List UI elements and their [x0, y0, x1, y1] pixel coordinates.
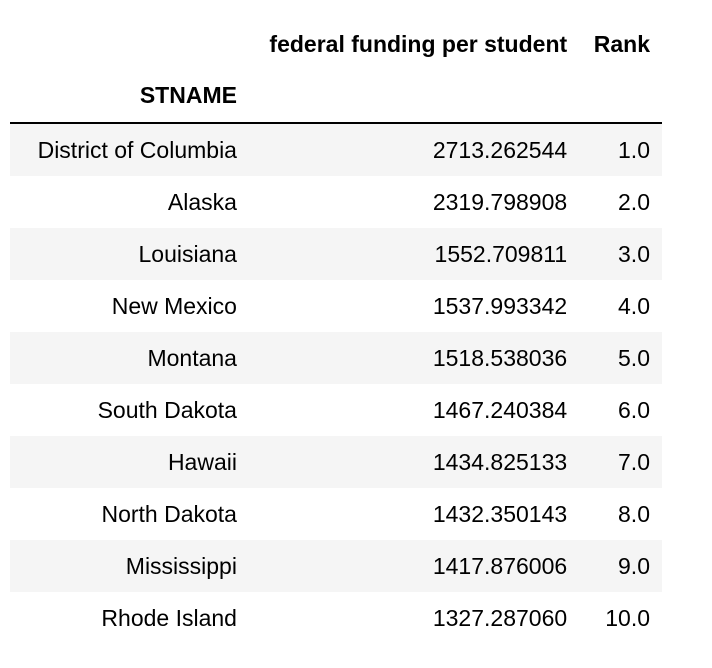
state-name-cell: Mississippi	[125, 552, 237, 579]
state-name-cell: Louisiana	[138, 240, 237, 267]
table-body: District of Columbia 2713.262544 1.0 Ala…	[10, 123, 662, 644]
rank-cell: 2.0	[618, 188, 650, 215]
funding-cell: 1518.538036	[432, 344, 568, 371]
blank-header-cell	[579, 68, 662, 123]
rank-cell: 9.0	[618, 552, 650, 579]
state-name-cell: South Dakota	[97, 396, 237, 423]
table-row: New Mexico 1537.993342 4.0	[10, 280, 662, 332]
state-name-cell: District of Columbia	[37, 136, 237, 163]
rank-column-header: Rank	[593, 30, 650, 57]
funding-cell: 1552.709811	[434, 240, 568, 267]
rank-cell: 1.0	[618, 136, 650, 163]
state-name-cell: North Dakota	[101, 500, 237, 527]
rank-cell: 10.0	[605, 604, 650, 631]
blank-header-cell	[10, 20, 249, 68]
index-name-header: STNAME	[139, 81, 237, 108]
funding-cell: 1417.876006	[432, 552, 568, 579]
funding-cell: 1434.825133	[432, 448, 568, 475]
funding-column-header: federal funding per student	[269, 30, 568, 57]
funding-cell: 1432.350143	[432, 500, 568, 527]
funding-cell: 1467.240384	[432, 396, 568, 423]
table-row: South Dakota 1467.240384 6.0	[10, 384, 662, 436]
table-row: Montana 1518.538036 5.0	[10, 332, 662, 384]
rank-cell: 3.0	[618, 240, 650, 267]
funding-cell: 2713.262544	[432, 136, 568, 163]
state-name-cell: Montana	[147, 344, 237, 371]
funding-cell: 2319.798908	[432, 188, 568, 215]
index-header-row: STNAME	[10, 68, 662, 123]
dataframe-table: federal funding per student Rank STNAME …	[10, 20, 662, 644]
funding-cell: 1537.993342	[432, 292, 568, 319]
funding-cell: 1327.287060	[432, 604, 568, 631]
table-row: Mississippi 1417.876006 9.0	[10, 540, 662, 592]
table-row: North Dakota 1432.350143 8.0	[10, 488, 662, 540]
rank-cell: 6.0	[618, 396, 650, 423]
table-row: District of Columbia 2713.262544 1.0	[10, 123, 662, 176]
blank-header-cell	[249, 68, 579, 123]
state-name-cell: Rhode Island	[101, 604, 237, 631]
table-row: Louisiana 1552.709811 3.0	[10, 228, 662, 280]
rank-cell: 8.0	[618, 500, 650, 527]
state-name-cell: New Mexico	[111, 292, 237, 319]
column-header-row: federal funding per student Rank	[10, 20, 662, 68]
rank-cell: 4.0	[618, 292, 650, 319]
table-header: federal funding per student Rank STNAME	[10, 20, 662, 123]
rank-cell: 5.0	[618, 344, 650, 371]
table-row: Rhode Island 1327.287060 10.0	[10, 592, 662, 644]
state-name-cell: Hawaii	[167, 448, 237, 475]
table-row: Hawaii 1434.825133 7.0	[10, 436, 662, 488]
rank-cell: 7.0	[618, 448, 650, 475]
table-row: Alaska 2319.798908 2.0	[10, 176, 662, 228]
state-name-cell: Alaska	[167, 188, 237, 215]
